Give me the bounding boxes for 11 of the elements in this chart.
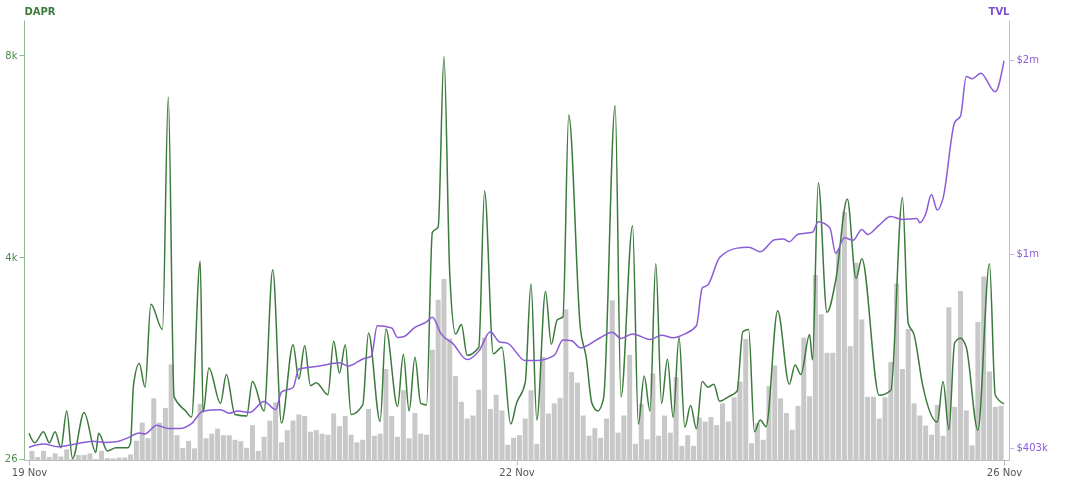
y2-tick-label: $2m (1016, 54, 1039, 66)
y2-axis-title: TVL (988, 5, 1011, 17)
y2-tick-label: $1m (1016, 248, 1039, 260)
y-tick-label: 8k (5, 49, 18, 61)
y-tick-label: 26 (4, 453, 18, 465)
x-tick-label: 19 Nov (11, 466, 48, 478)
x-tick-label: 26 Nov (986, 466, 1023, 478)
x-tick-label: 22 Nov (499, 466, 535, 478)
y-axis-title: DAPR (24, 5, 56, 17)
y2-tick-label: $403k (1016, 442, 1048, 454)
y-tick-label: 4k (5, 251, 18, 263)
